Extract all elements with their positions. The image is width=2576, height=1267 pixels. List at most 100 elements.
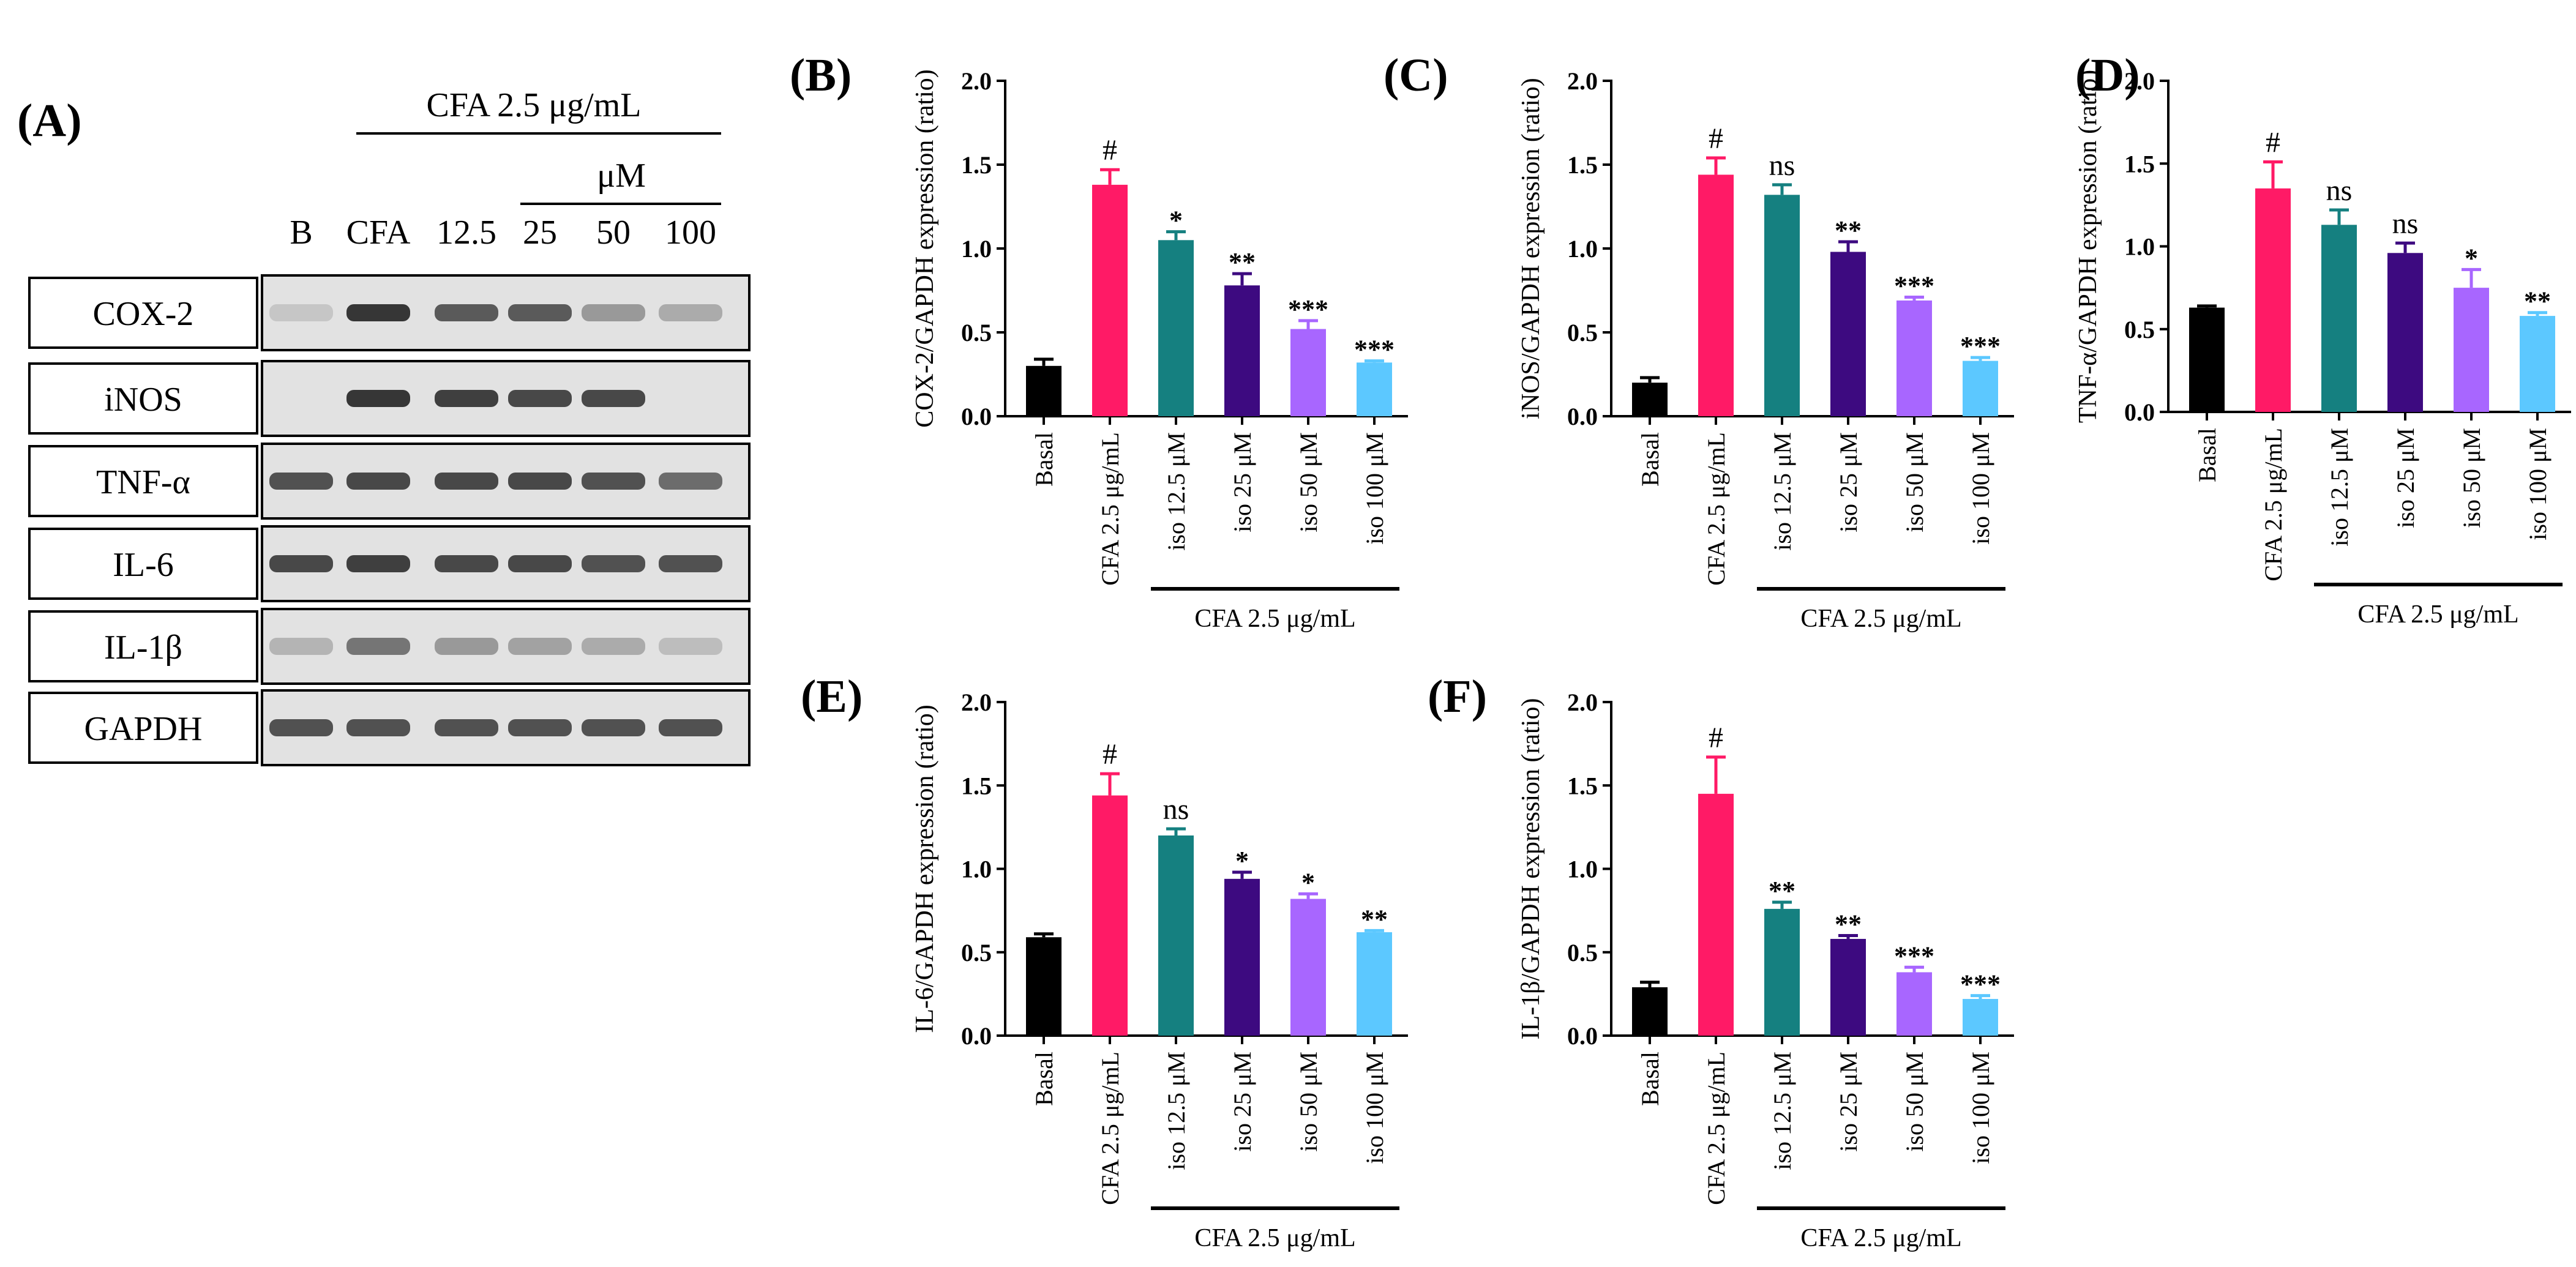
blot-row-label: IL-1β	[104, 629, 182, 667]
significance-label: ns	[1769, 149, 1795, 182]
x-tick-label: iso 50 μM	[1295, 1052, 1322, 1152]
significance-label: *	[1235, 846, 1249, 876]
blot-band	[346, 719, 410, 736]
group-label: CFA 2.5 μg/mL	[1194, 1224, 1355, 1252]
x-tick-label: Basal	[2193, 428, 2221, 482]
chart-panel-label: (F)	[1428, 671, 1487, 722]
blot-row-label: GAPDH	[84, 710, 203, 748]
blot-band	[269, 638, 333, 655]
y-tick-label: 2.0	[961, 689, 992, 716]
y-tick-label: 0.5	[1567, 319, 1598, 346]
blot-band	[508, 390, 572, 407]
blot-row: IL-1β	[28, 608, 751, 685]
y-tick-label: 0.0	[961, 403, 992, 430]
bar	[1698, 793, 1734, 1036]
y-tick-label: 1.0	[1567, 235, 1598, 263]
bar	[1632, 987, 1668, 1036]
y-tick-label: 0.0	[1567, 1022, 1598, 1050]
bar	[1357, 362, 1392, 416]
blot-band	[435, 473, 498, 490]
significance-label: *	[2465, 243, 2478, 273]
y-tick-label: 1.0	[961, 235, 992, 263]
blot-band	[582, 638, 645, 655]
blot-band	[508, 304, 572, 321]
blot-row-label-box	[28, 528, 258, 600]
x-tick-label: iso 50 μM	[1901, 432, 1928, 533]
blot-row: IL-6	[28, 525, 751, 602]
y-tick-label: 2.0	[2124, 67, 2155, 95]
chart-panel: (C) 0.0 0.5 1.0 1.5 2.0 iNOS/GAPDH expression …	[1383, 50, 2014, 633]
x-tick-label: Basal	[1636, 1052, 1664, 1106]
y-tick-label: 0.0	[2124, 398, 2155, 426]
blot-row: iNOS	[28, 360, 751, 437]
blot-band	[508, 638, 572, 655]
x-tick-label: iso 100 μM	[1361, 1052, 1388, 1164]
blot-row-label-box	[28, 610, 258, 682]
x-tick-label: iso 25 μM	[2392, 428, 2419, 528]
bar	[1632, 383, 1668, 416]
blot-band	[269, 555, 333, 572]
blot-band	[582, 473, 645, 490]
y-tick-label: 0.5	[2124, 316, 2155, 343]
bar	[2387, 253, 2423, 412]
blot-band	[582, 304, 645, 321]
chart-panel: (F) 0.0 0.5 1.0 1.5 2.0 IL-1β/GAPDH expression…	[1428, 671, 2014, 1252]
significance-label: #	[1103, 134, 1117, 166]
x-tick-label: iso 100 μM	[1361, 432, 1388, 545]
y-tick-label: 1.5	[961, 151, 992, 179]
y-tick-label: 1.0	[2124, 233, 2155, 261]
group-label: CFA 2.5 μg/mL	[1800, 1224, 1961, 1252]
chart-panel: (B) 0.0 0.5 1.0 1.5 2.0 COX-2/GAPDH expression…	[790, 50, 1408, 633]
y-tick-label: 1.5	[1567, 772, 1598, 799]
blot-row-label: TNF-α	[96, 463, 190, 501]
blot-lane-label: 50	[596, 214, 631, 252]
y-axis-label: IL-6/GAPDH expression (ratio)	[911, 705, 939, 1033]
chart-panel-label: (C)	[1383, 50, 1448, 101]
blot-band	[435, 719, 498, 736]
x-tick-label: iso 50 μM	[1295, 432, 1322, 533]
blot-row-label: COX-2	[93, 295, 194, 333]
blot-band	[508, 555, 572, 572]
significance-label: ***	[1894, 941, 1934, 971]
blot-band	[269, 473, 333, 490]
blot-lane-label: 100	[665, 214, 716, 252]
chart-panel: (D) 0.0 0.5 1.0 1.5 2.0 TNF-α/GAPDH expression…	[2074, 50, 2571, 629]
significance-label: #	[1709, 722, 1723, 754]
y-tick-label: 0.0	[1567, 403, 1598, 430]
significance-label: #	[1709, 122, 1723, 155]
x-tick-label: Basal	[1030, 1052, 1058, 1106]
bar	[1158, 240, 1194, 416]
x-tick-label: CFA 2.5 μg/mL	[1702, 1052, 1730, 1205]
y-axis-label: iNOS/GAPDH expression (ratio)	[1517, 78, 1545, 419]
bar	[1963, 361, 1998, 416]
chart-panel-label: (E)	[801, 671, 863, 722]
blot-band	[659, 473, 722, 490]
blot-unit-label: μM	[597, 157, 646, 195]
blot-panel: (A) CFA 2.5 μg/mL μM B CFA 12.5 25 50 100 COX-2 iN…	[17, 86, 751, 766]
blot-band	[659, 304, 722, 321]
significance-label: ***	[1960, 331, 2001, 361]
bar	[1896, 300, 1932, 416]
y-tick-label: 1.5	[1567, 151, 1598, 179]
y-tick-label: 1.5	[2124, 150, 2155, 178]
blot-treatment-header: CFA 2.5 μg/mL	[426, 86, 641, 124]
y-tick-label: 0.0	[961, 1022, 992, 1050]
bar	[2255, 188, 2291, 412]
bar	[1158, 835, 1194, 1036]
y-tick-label: 2.0	[961, 67, 992, 95]
blot-band	[582, 719, 645, 736]
x-tick-label: CFA 2.5 μg/mL	[1096, 432, 1124, 586]
blot-band	[346, 390, 410, 407]
bar	[1357, 932, 1392, 1036]
x-tick-label: iso 25 μM	[1229, 432, 1256, 533]
blot-band	[435, 638, 498, 655]
y-axis-label: IL-1β/GAPDH expression (ratio)	[1517, 698, 1545, 1040]
blot-band	[269, 304, 333, 321]
x-tick-label: iso 12.5 μM	[1163, 1052, 1190, 1170]
blot-band	[435, 555, 498, 572]
significance-label: ns	[2392, 207, 2419, 240]
chart-panel-label: (D)	[2075, 50, 2140, 101]
blot-lane-label: B	[290, 214, 312, 252]
bar	[1963, 999, 1998, 1036]
